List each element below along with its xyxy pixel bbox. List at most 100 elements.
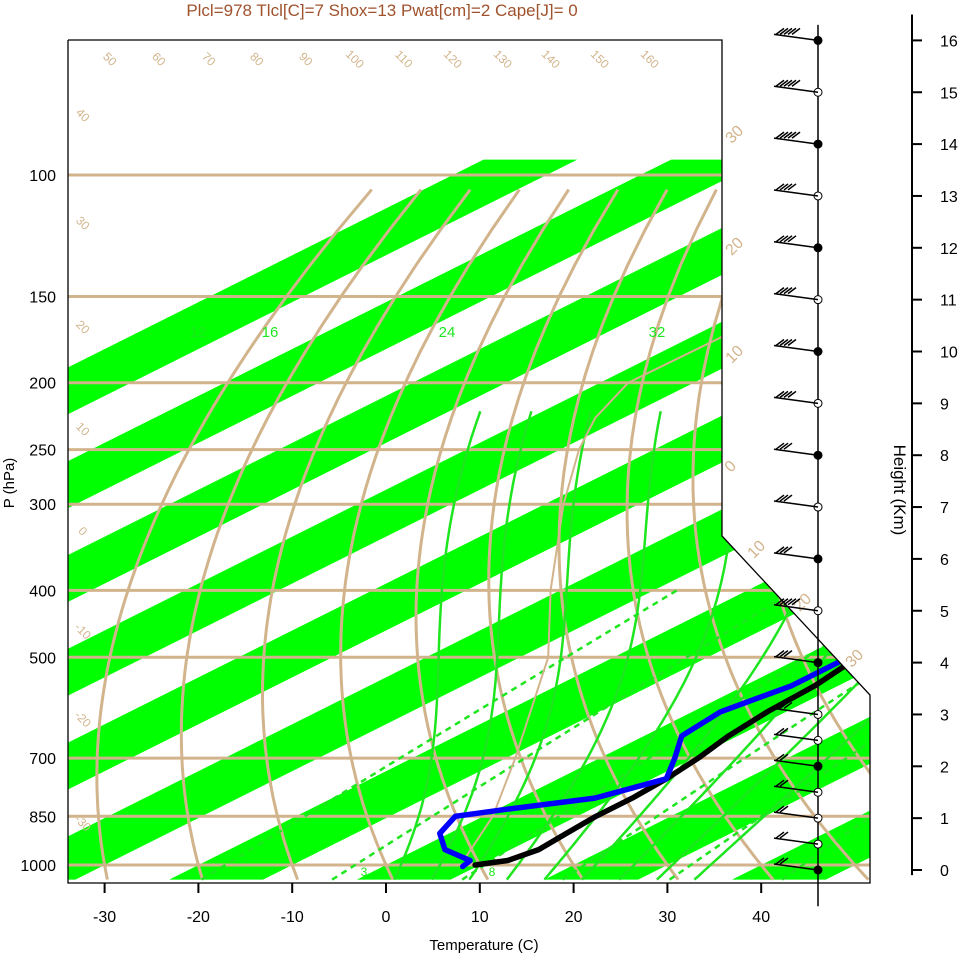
moist-adiabat-label: 12 (190, 324, 207, 341)
y-tick-label: 150 (29, 290, 56, 307)
wind-barb-shaft (773, 500, 819, 508)
wind-barb-feather (779, 79, 789, 87)
wind-barb-shaft (773, 189, 819, 197)
wind-barb-feather (775, 79, 785, 87)
wind-barb-feather (775, 390, 785, 398)
height-tick-label: 5 (940, 604, 949, 621)
dry-adiabat-label: 50 (100, 49, 120, 69)
height-tick-label: 13 (940, 189, 958, 206)
x-tick-label: 20 (565, 909, 583, 926)
wind-barbs (773, 24, 823, 907)
height-tick-label: 6 (940, 552, 949, 569)
wind-barb-shaft (773, 137, 819, 145)
x-axis-label: Temperature (C) (429, 937, 538, 954)
wind-barb-feather (783, 338, 793, 347)
temperature-line (472, 172, 870, 868)
wind-barb-feather (779, 546, 789, 554)
wind-barb-feather (787, 79, 797, 87)
height-tick-label: 2 (940, 759, 949, 776)
parcel-line (463, 174, 870, 866)
dry-adiabat-label: 120 (441, 47, 465, 71)
wind-barb-shaft (773, 785, 819, 793)
wind-barb-feather (787, 131, 797, 139)
dry-adiabat-label: 150 (588, 47, 612, 71)
height-tick-label: 4 (940, 656, 949, 673)
wind-barb-feather (779, 442, 789, 450)
wind-barb-shaft (773, 863, 819, 871)
mixing-ratio-line (561, 589, 870, 881)
wind-barb-feather (783, 235, 793, 243)
x-tick-label: 30 (659, 909, 677, 926)
side-label: 0 (76, 524, 91, 539)
wind-barb-feather (787, 235, 797, 243)
wind-barb-shaft (773, 707, 819, 716)
x-tick-label: -10 (281, 909, 304, 926)
right-label: 30 (723, 122, 748, 147)
wind-barb-feather (783, 598, 793, 606)
wind-barb-feather (787, 287, 797, 295)
temperature-axis: -30 -20 -10 0 10 20 30 40 (93, 883, 770, 926)
wind-barb-feather (775, 805, 785, 813)
height-tick-label: 15 (940, 85, 958, 102)
wind-barb-shaft (773, 292, 819, 301)
moist-adiabat-line (468, 410, 592, 881)
wind-barb-feather (779, 727, 789, 735)
wind-barb-shaft (773, 655, 819, 664)
wind-barb-shaft (773, 344, 819, 353)
wind-barb-feather (779, 131, 789, 139)
wind-barb-feather (775, 442, 785, 450)
wind-barb-feather (787, 390, 797, 398)
mixing-ratio-line (668, 589, 870, 881)
wind-barb-feather (775, 831, 785, 839)
wind-barb-feather (775, 779, 785, 787)
dry-adiabat-label: 140 (539, 47, 563, 71)
wind-barb-feather (775, 27, 785, 36)
wind-barb-feather (775, 131, 785, 139)
wind-barb-feather (779, 598, 789, 606)
dry-adiabat-label: 60 (149, 49, 169, 69)
y-tick-label: 200 (29, 376, 56, 393)
mixing-ratio-line (331, 589, 796, 881)
wind-barb-feather (783, 701, 793, 710)
moist-adiabat-line (693, 410, 870, 881)
x-tick-label: -30 (93, 909, 116, 926)
sounding-series (437, 172, 870, 870)
wind-barb-feather (779, 805, 789, 813)
wind-barb-feather (779, 857, 789, 865)
x-tick-label: 10 (471, 909, 489, 926)
height-tick-label: 11 (940, 293, 957, 310)
x-tick-label: -20 (187, 909, 210, 926)
wind-barb-feather (783, 287, 793, 295)
wind-barb-feather (779, 338, 789, 347)
wind-barb-feather (775, 235, 785, 243)
mixing-ratio-label: 8 (489, 865, 496, 879)
wind-barb-feather (779, 183, 789, 191)
wind-barb-shaft (773, 396, 819, 405)
side-label: 10 (73, 419, 93, 439)
mixing-ratio-line (781, 589, 870, 881)
side-label: 30 (73, 213, 93, 233)
wind-barb-feather (775, 338, 785, 347)
height-tick-label: 1 (940, 811, 949, 828)
right-label: 30 (843, 646, 868, 671)
wind-barb-feather (783, 649, 793, 658)
plot-frame (67, 39, 871, 884)
wind-barb-shaft (773, 241, 819, 249)
wind-barb-feather (775, 701, 785, 710)
dry-adiabat-line (339, 188, 521, 881)
wind-barb-feather (775, 546, 785, 554)
wind-barb-feather (787, 338, 797, 347)
wind-barb-shaft (773, 759, 819, 768)
moist-adiabat-lines (393, 410, 870, 881)
dry-adiabat-line (414, 188, 570, 881)
mixing-ratio-label: 3 (361, 865, 368, 879)
wind-barb-feather (775, 753, 785, 761)
wind-barb-shaft (773, 33, 819, 42)
side-label: -20 (72, 708, 94, 730)
dry-adiabat-line (487, 188, 620, 881)
wind-barb-shaft (773, 811, 819, 819)
moist-adiabat-line (430, 410, 533, 881)
wind-barb-feather (775, 649, 785, 658)
dry-adiabat-label: 70 (199, 49, 219, 69)
wind-barb-feather (775, 857, 785, 865)
